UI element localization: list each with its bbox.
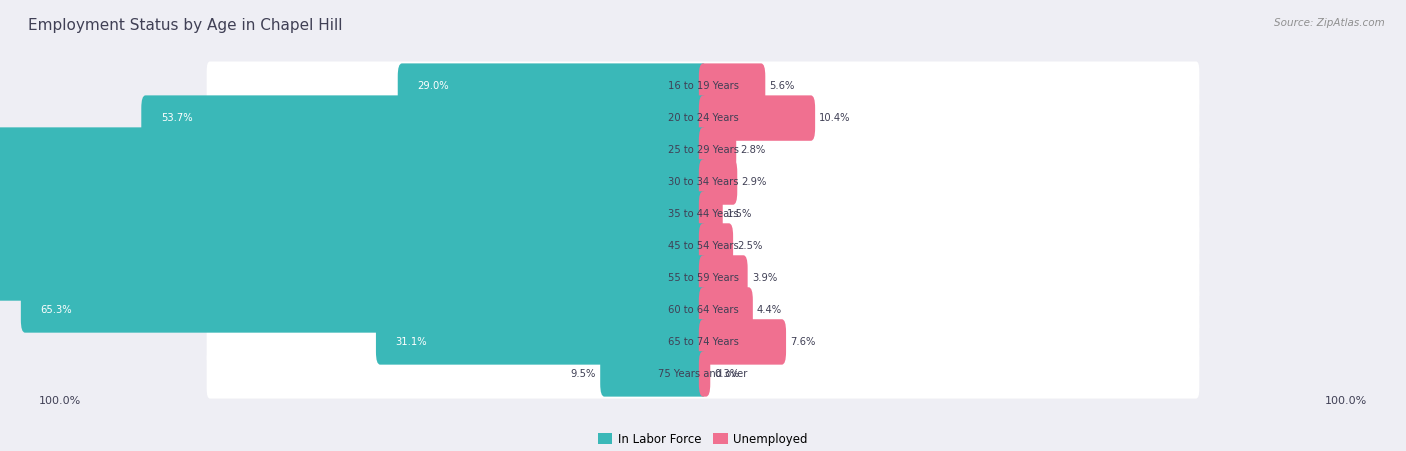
Text: 60 to 64 Years: 60 to 64 Years [668, 305, 738, 315]
Text: 100.0%: 100.0% [38, 396, 80, 406]
Text: 16 to 19 Years: 16 to 19 Years [668, 81, 738, 91]
Text: 2.8%: 2.8% [741, 145, 766, 155]
FancyBboxPatch shape [207, 157, 1199, 207]
Text: 100.0%: 100.0% [1326, 396, 1368, 406]
FancyBboxPatch shape [0, 191, 707, 237]
Text: 9.5%: 9.5% [571, 369, 596, 379]
FancyBboxPatch shape [375, 319, 707, 365]
FancyBboxPatch shape [699, 159, 737, 205]
FancyBboxPatch shape [0, 159, 707, 205]
Text: 45 to 54 Years: 45 to 54 Years [668, 241, 738, 251]
Text: 2.9%: 2.9% [741, 177, 766, 187]
Text: 0.3%: 0.3% [714, 369, 740, 379]
FancyBboxPatch shape [207, 285, 1199, 335]
FancyBboxPatch shape [699, 287, 752, 333]
FancyBboxPatch shape [207, 349, 1199, 399]
FancyBboxPatch shape [699, 223, 733, 269]
Text: 35 to 44 Years: 35 to 44 Years [668, 209, 738, 219]
Text: 20 to 24 Years: 20 to 24 Years [668, 113, 738, 123]
FancyBboxPatch shape [699, 255, 748, 301]
Text: 65.3%: 65.3% [41, 305, 72, 315]
Text: 2.5%: 2.5% [737, 241, 762, 251]
FancyBboxPatch shape [600, 351, 707, 396]
Text: 31.1%: 31.1% [395, 337, 427, 347]
FancyBboxPatch shape [207, 253, 1199, 303]
FancyBboxPatch shape [207, 318, 1199, 367]
Text: 65 to 74 Years: 65 to 74 Years [668, 337, 738, 347]
FancyBboxPatch shape [699, 319, 786, 365]
Text: 10.4%: 10.4% [820, 113, 851, 123]
FancyBboxPatch shape [207, 189, 1199, 239]
Text: 30 to 34 Years: 30 to 34 Years [668, 177, 738, 187]
FancyBboxPatch shape [398, 64, 707, 109]
Text: 5.6%: 5.6% [769, 81, 794, 91]
FancyBboxPatch shape [699, 127, 737, 173]
FancyBboxPatch shape [207, 61, 1199, 111]
FancyBboxPatch shape [207, 93, 1199, 143]
Text: Source: ZipAtlas.com: Source: ZipAtlas.com [1274, 18, 1385, 28]
Text: 4.4%: 4.4% [756, 305, 782, 315]
FancyBboxPatch shape [0, 255, 707, 301]
FancyBboxPatch shape [699, 191, 723, 237]
FancyBboxPatch shape [207, 125, 1199, 175]
FancyBboxPatch shape [699, 351, 710, 396]
FancyBboxPatch shape [699, 64, 765, 109]
Text: 1.5%: 1.5% [727, 209, 752, 219]
FancyBboxPatch shape [0, 223, 707, 269]
Legend: In Labor Force, Unemployed: In Labor Force, Unemployed [598, 433, 808, 446]
Text: 55 to 59 Years: 55 to 59 Years [668, 273, 738, 283]
FancyBboxPatch shape [207, 221, 1199, 271]
Text: 25 to 29 Years: 25 to 29 Years [668, 145, 738, 155]
Text: 29.0%: 29.0% [418, 81, 449, 91]
Text: 75 Years and over: 75 Years and over [658, 369, 748, 379]
FancyBboxPatch shape [21, 287, 707, 333]
Text: Employment Status by Age in Chapel Hill: Employment Status by Age in Chapel Hill [28, 18, 343, 33]
Text: 3.9%: 3.9% [752, 273, 778, 283]
Text: 53.7%: 53.7% [162, 113, 193, 123]
FancyBboxPatch shape [0, 127, 707, 173]
FancyBboxPatch shape [141, 95, 707, 141]
FancyBboxPatch shape [699, 95, 815, 141]
Text: 7.6%: 7.6% [790, 337, 815, 347]
